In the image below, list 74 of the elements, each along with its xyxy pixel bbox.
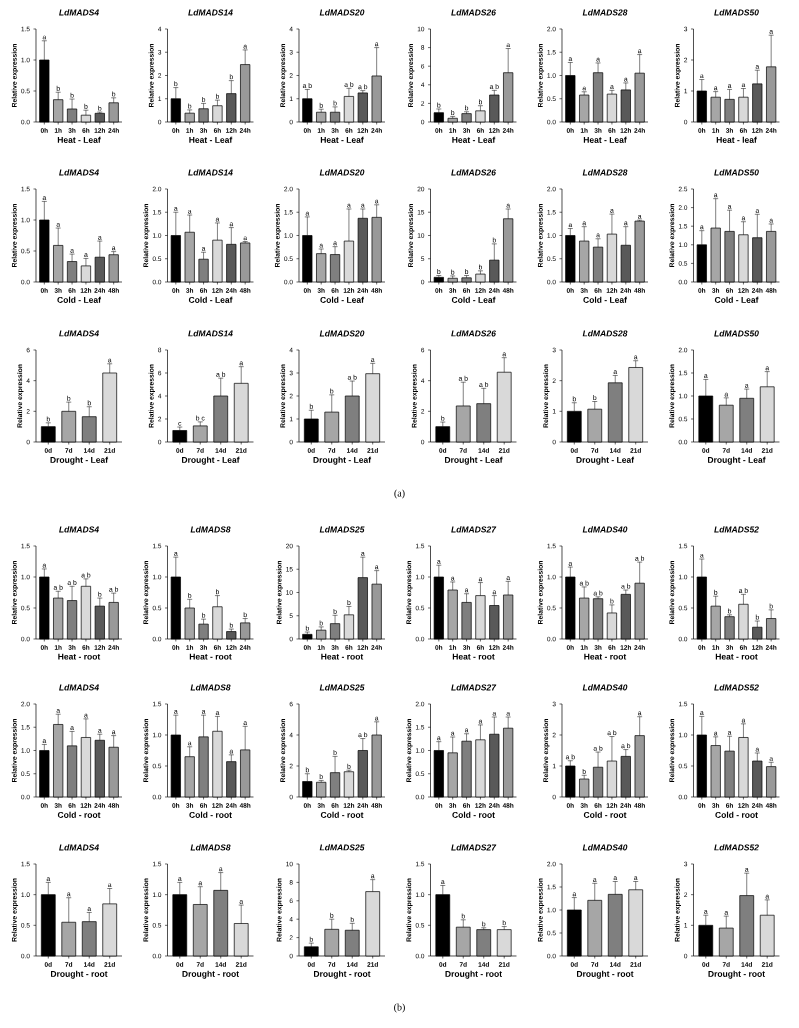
x-axis-title: Heat - root: [321, 653, 364, 660]
x-axis-title: Drought - root: [445, 970, 502, 979]
chart-title: LdMADS4: [59, 169, 99, 176]
chart-title: LdMADS25: [319, 844, 365, 851]
chart-title: LdMADS28: [582, 169, 628, 176]
x-axis-title: Heat - root: [584, 653, 627, 660]
chart-title: LdMADS25: [319, 684, 365, 691]
x-axis-title: Cold - Leaf: [57, 296, 101, 303]
chart-title: LdMADS26: [451, 9, 496, 16]
x-axis-title: Cold - Leaf: [714, 296, 759, 303]
chart-title: LdMADS27: [451, 684, 497, 691]
chart-title: LdMADS8: [190, 844, 231, 851]
chart-title: LdMADS14: [188, 330, 233, 337]
chart-title: LdMADS8: [190, 526, 231, 533]
x-axis-title: Heat - Leaf: [583, 136, 627, 143]
chart-title: LdMADS50: [714, 169, 759, 176]
x-axis-title: Heat - Leaf: [57, 136, 101, 143]
chart-title: LdMADS28: [582, 9, 628, 16]
chart-title: LdMADS26: [451, 330, 496, 337]
chart-title: LdMADS40: [582, 684, 628, 691]
chart-title: LdMADS14: [188, 169, 233, 176]
text: (b): [394, 1003, 405, 1013]
x-axis-title: Drought - root: [51, 970, 108, 979]
x-axis-title: Heat - root: [452, 653, 495, 660]
chart-title: LdMADS26: [451, 169, 496, 176]
chart-title: LdMADS4: [59, 684, 99, 691]
chart-title: LdMADS40: [582, 526, 628, 533]
x-axis-title: Cold - root: [583, 811, 627, 818]
x-axis-title: Drought - Leaf: [576, 456, 635, 465]
chart-title: LdMADS4: [59, 330, 99, 337]
chart-title: LdMADS28: [582, 330, 628, 337]
x-axis-title: Cold - Leaf: [320, 296, 364, 303]
chart-title: LdMADS52: [714, 844, 759, 851]
chart-title: LdMADS20: [319, 330, 365, 337]
x-axis-title: Drought - Leaf: [50, 456, 109, 465]
x-axis-title: Cold - Leaf: [583, 296, 627, 303]
x-axis-title: Heat - root: [715, 653, 758, 660]
chart-title: LdMADS14: [188, 9, 233, 16]
chart-title: LdMADS40: [582, 844, 628, 851]
chart-title: LdMADS50: [714, 9, 759, 16]
x-axis-title: Drought - Leaf: [313, 456, 372, 465]
x-axis-title: Cold - Leaf: [188, 296, 233, 303]
x-axis-title: Cold - root: [715, 811, 758, 818]
x-axis-title: Drought - Leaf: [708, 456, 766, 465]
x-axis-title: Heat - root: [189, 653, 232, 660]
x-axis-title: Cold - root: [189, 811, 232, 818]
x-axis-title: Cold - root: [57, 811, 101, 818]
x-axis-title: Drought - root: [182, 970, 239, 979]
x-axis-title: Cold - root: [452, 811, 495, 818]
x-axis-title: Heat - root: [58, 653, 101, 660]
x-axis-title: Heat - Leaf: [452, 136, 496, 143]
x-axis-title: Drought - Leaf: [445, 456, 503, 465]
x-axis-title: Cold - Leaf: [451, 296, 496, 303]
x-axis-title: Drought - root: [708, 970, 765, 979]
chart-title: LdMADS4: [59, 844, 99, 851]
chart-title: LdMADS20: [319, 9, 365, 16]
chart-title: LdMADS25: [319, 526, 365, 533]
chart-title: LdMADS27: [451, 526, 497, 533]
x-axis-title: Drought - Leaf: [182, 456, 240, 465]
chart-title: LdMADS4: [59, 9, 99, 16]
chart-title: LdMADS8: [190, 684, 231, 691]
x-axis-title: Cold - root: [320, 811, 364, 818]
chart-title: LdMADS52: [714, 684, 759, 691]
chart-title: LdMADS52: [714, 526, 759, 533]
x-axis-title: Heat - leaf: [716, 136, 757, 143]
x-axis-title: Drought - root: [577, 970, 634, 979]
text: (a): [394, 489, 405, 499]
x-axis-title: Heat - Leaf: [320, 136, 364, 143]
x-axis-title: Heat - Leaf: [189, 136, 233, 143]
chart-title: LdMADS50: [714, 330, 759, 337]
chart-title: LdMADS27: [451, 844, 497, 851]
x-axis-title: Drought - root: [314, 970, 371, 979]
chart-title: LdMADS20: [319, 169, 365, 176]
chart-title: LdMADS4: [59, 526, 99, 533]
